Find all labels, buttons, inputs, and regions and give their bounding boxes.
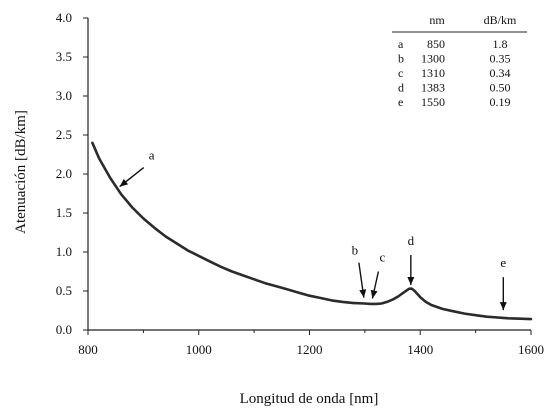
x-tick-label: 800 [78,342,98,357]
y-axis-title: Atenuación [dB/km] [13,110,29,234]
x-tick-label: 1200 [297,342,323,357]
annotation-arrowhead-d [407,277,415,285]
table-header: nm [429,13,445,27]
x-axis-title: Longitud de onda [nm] [240,391,379,407]
table-cell: c [398,66,403,80]
y-tick-label: 1.5 [56,205,72,220]
annotation-label-a: a [149,148,155,163]
table-cell: e [398,95,403,109]
y-tick-label: 3.0 [56,88,72,103]
x-tick-label: 1000 [186,342,212,357]
table-cell: 1383 [421,81,445,95]
table-cell: a [398,37,404,51]
table-cell: 850 [427,37,445,51]
annotation-label-e: e [500,255,506,270]
annotation-arrowhead-a [119,178,129,187]
table-cell: 1550 [421,95,445,109]
y-tick-label: 2.5 [56,127,72,142]
table-cell: 0.19 [490,95,511,109]
table-cell: 1300 [421,52,445,66]
y-tick-label: 3.5 [56,49,72,64]
table-cell: d [398,81,404,95]
x-tick-label: 1400 [407,342,433,357]
y-tick-label: 0.0 [56,322,72,337]
annotation-arrowhead-b [359,289,367,298]
annotation-label-d: d [408,233,415,248]
annotation-label-c: c [380,249,386,264]
annotation-label-b: b [352,243,359,258]
table-cell: 0.50 [490,81,511,95]
table-cell: 0.34 [490,66,511,80]
table-header: dB/km [484,13,517,27]
annotation-arrowhead-e [499,302,507,311]
y-tick-label: 1.0 [56,244,72,259]
table-cell: 0.35 [490,52,511,66]
table-cell: b [398,52,404,66]
annotation-arrowhead-c [370,289,378,299]
curve-layer [91,141,533,321]
table-cell: 1310 [421,66,445,80]
annotations: a b c d e [119,148,507,311]
y-tick-label: 0.5 [56,283,72,298]
table-cell: 1.8 [493,37,508,51]
data-table: nm dB/km a 850 1.8 b 1300 0.35 c 1310 0.34 d 1383 0.5… [392,13,527,109]
axes: 800 1000 1200 1400 1600 0.0 0.5 1.0 1.5 2.0 2.5 3.0… [56,10,544,357]
x-tick-label: 1600 [518,342,544,357]
y-tick-label: 2.0 [56,166,72,181]
y-tick-label: 4.0 [56,10,72,25]
attenuation-curve [91,141,533,321]
